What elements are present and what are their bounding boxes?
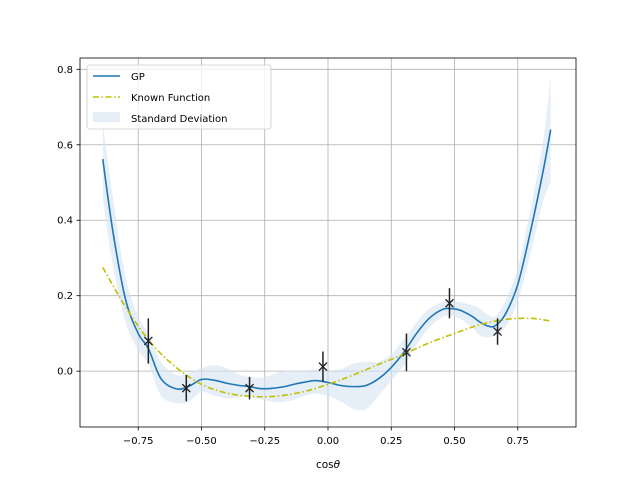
legend-known-function-label: Known Function: [131, 93, 210, 104]
x-tick-label: 0.75: [507, 436, 529, 447]
y-tick-label: 0.2: [57, 291, 73, 302]
observation-marker: [401, 347, 411, 357]
observation-marker: [143, 336, 153, 346]
observation-marker: [493, 327, 503, 337]
y-tick-label: 0.0: [57, 367, 73, 378]
observation-marker: [318, 362, 328, 372]
tick-layer: −0.75 −0.50 −0.25 0.00 0.25 0.50 0.75 0.0 0.2 0.4…: [57, 65, 529, 447]
x-tick-label: −0.75: [123, 436, 154, 447]
y-tick-label: 0.4: [57, 216, 73, 227]
observations-layer: [143, 288, 503, 402]
series-layer: [101, 129, 552, 398]
x-axis-label: cosθ: [316, 459, 341, 471]
x-tick-label: 0.50: [443, 436, 465, 447]
y-tick-label: 0.8: [57, 65, 73, 76]
observation-marker: [245, 383, 255, 393]
legend-standard-deviation-swatch: [93, 112, 120, 122]
legend-standard-deviation-label: Standard Deviation: [131, 114, 228, 125]
x-tick-label: 0.25: [380, 436, 402, 447]
observation-marker: [445, 298, 454, 308]
x-tick-label: −0.50: [186, 436, 217, 447]
y-tick-label: 0.6: [57, 140, 73, 151]
x-tick-label: 0.00: [317, 436, 339, 447]
x-tick-label: −0.25: [249, 436, 280, 447]
legend-box: [86, 64, 272, 130]
legend-gp-label: GP: [131, 72, 145, 83]
observation-marker: [181, 383, 191, 393]
legend: GP Known Function Standard Deviation: [86, 64, 272, 130]
